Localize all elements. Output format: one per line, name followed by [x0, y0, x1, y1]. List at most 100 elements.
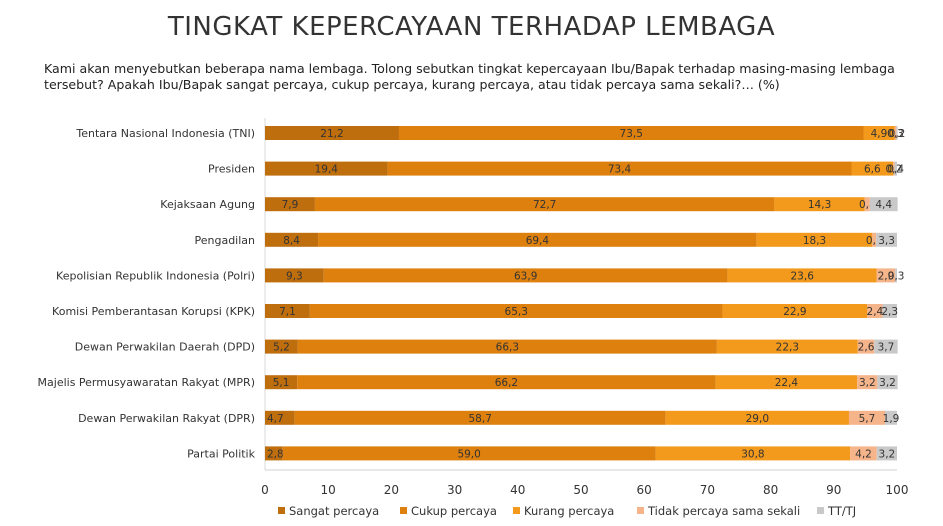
- bar-value-label: 4,9: [871, 128, 888, 140]
- bar-segment: [851, 161, 894, 176]
- bar-value-label: 2,8: [267, 448, 284, 460]
- bar-value-label: 0,2: [889, 128, 906, 140]
- bar-segment: [884, 410, 897, 425]
- bar-segment: [869, 197, 898, 212]
- legend-swatch: [278, 507, 285, 514]
- bar-segment: [877, 375, 898, 390]
- category-label: Pengadilan: [194, 234, 255, 247]
- bar-segment: [318, 232, 757, 247]
- bar-segment: [265, 339, 298, 354]
- bar-segment: [265, 268, 324, 283]
- legend-swatch: [817, 507, 824, 514]
- bar-value-label: 3,7: [878, 342, 895, 354]
- bar-value-label: 1,9: [883, 413, 900, 425]
- bar-value-label: 2,4: [867, 306, 884, 318]
- bar-value-label: 6,6: [864, 164, 881, 176]
- category-label: Presiden: [208, 163, 255, 176]
- bar-value-label: 65,3: [505, 306, 528, 318]
- bar-value-label: 8,4: [283, 235, 300, 247]
- bar-value-label: 4,4: [875, 199, 892, 211]
- bar-value-label: 18,3: [803, 235, 826, 247]
- bar-segment: [857, 339, 875, 354]
- bar-segment: [265, 375, 298, 390]
- bar-segment: [265, 232, 319, 247]
- x-tick-label: 50: [573, 483, 588, 497]
- bar-segment: [893, 161, 895, 176]
- bar-segment: [876, 446, 897, 461]
- bar-segment: [867, 304, 883, 318]
- bar-segment: [774, 197, 865, 212]
- legend-label: TT/TJ: [827, 504, 856, 518]
- category-label: Partai Politik: [187, 447, 255, 460]
- bar-value-label: 0,3: [888, 270, 905, 282]
- bar-segment: [864, 197, 870, 212]
- bar-segment: [876, 268, 896, 283]
- bar-value-label: 3,2: [859, 377, 876, 389]
- bar-segment: [297, 339, 717, 354]
- bar-segment: [894, 126, 897, 140]
- bar-value-label: 72,7: [533, 199, 556, 211]
- category-label: Dewan Perwakilan Daerah (DPD): [75, 341, 255, 354]
- bar-value-label: 22,9: [783, 306, 806, 318]
- x-tick-label: 60: [637, 483, 652, 497]
- bar-value-label: 5,1: [273, 377, 290, 389]
- x-tick-label: 40: [510, 483, 525, 497]
- legend-label: Cukup percaya: [411, 504, 497, 518]
- bar-segment: [265, 161, 388, 176]
- bar-segment: [265, 410, 295, 425]
- bar-value-label: 14,3: [808, 199, 831, 211]
- bar-value-label: 3,3: [878, 235, 895, 247]
- category-label: Komisi Pemberantasan Korupsi (KPK): [52, 305, 255, 318]
- bar-value-label: 66,3: [496, 342, 519, 354]
- bar-segment: [314, 197, 775, 212]
- bar-value-label: 63,9: [514, 270, 537, 282]
- bar-segment: [715, 375, 858, 390]
- bar-segment: [265, 197, 315, 212]
- bar-segment: [716, 339, 858, 354]
- x-tick-label: 30: [447, 483, 462, 497]
- bar-value-label: 21,2: [320, 128, 343, 140]
- bar-segment: [863, 126, 895, 140]
- legend-label: Sangat percaya: [289, 504, 379, 518]
- bar-segment: [756, 232, 873, 247]
- category-label: Kepolisian Republik Indonesia (Polri): [56, 269, 255, 282]
- bar-segment: [323, 268, 728, 283]
- bar-segment: [655, 446, 851, 461]
- bar-segment: [282, 446, 656, 461]
- bar-segment: [722, 304, 868, 318]
- bar-value-label: 58,7: [469, 413, 492, 425]
- bar-value-label: 0,4: [887, 164, 904, 176]
- bar-segment: [265, 126, 399, 140]
- bar-segment: [848, 410, 885, 425]
- bar-value-label: 66,2: [495, 377, 518, 389]
- legend-swatch: [513, 507, 520, 514]
- category-label: Kejaksaan Agung: [160, 198, 255, 211]
- bar-segment: [894, 161, 897, 176]
- bar-segment: [297, 375, 716, 390]
- legend-swatch: [400, 507, 407, 514]
- bar-value-label: 69,4: [526, 235, 550, 247]
- bar-value-label: 23,6: [791, 270, 815, 282]
- bar-value-label: 19,4: [315, 164, 339, 176]
- bar-value-label: 5,2: [273, 342, 290, 354]
- category-label: Tentara Nasional Indonesia (TNI): [75, 127, 255, 140]
- chart-subtitle: Kami akan menyebutkan beberapa nama lemb…: [44, 61, 895, 92]
- bar-segment: [265, 446, 283, 461]
- bar-value-label: 4,7: [267, 413, 284, 425]
- bar-segment: [895, 268, 897, 283]
- bar-segment: [882, 304, 897, 318]
- bar-value-label: 0,2: [885, 164, 902, 176]
- bar-value-label: 29,0: [746, 413, 769, 425]
- x-tick-label: 0: [261, 483, 269, 497]
- bar-value-label: 2,6: [858, 342, 875, 354]
- x-tick-label: 20: [384, 483, 399, 497]
- x-tick-label: 90: [826, 483, 841, 497]
- bar-segment: [265, 304, 310, 318]
- bar-segment: [309, 304, 723, 318]
- x-tick-label: 70: [700, 483, 715, 497]
- bar-value-label: 3,2: [879, 377, 896, 389]
- legend-swatch: [637, 507, 644, 514]
- bar-segment: [874, 339, 898, 354]
- bar-value-label: 4,2: [855, 448, 872, 460]
